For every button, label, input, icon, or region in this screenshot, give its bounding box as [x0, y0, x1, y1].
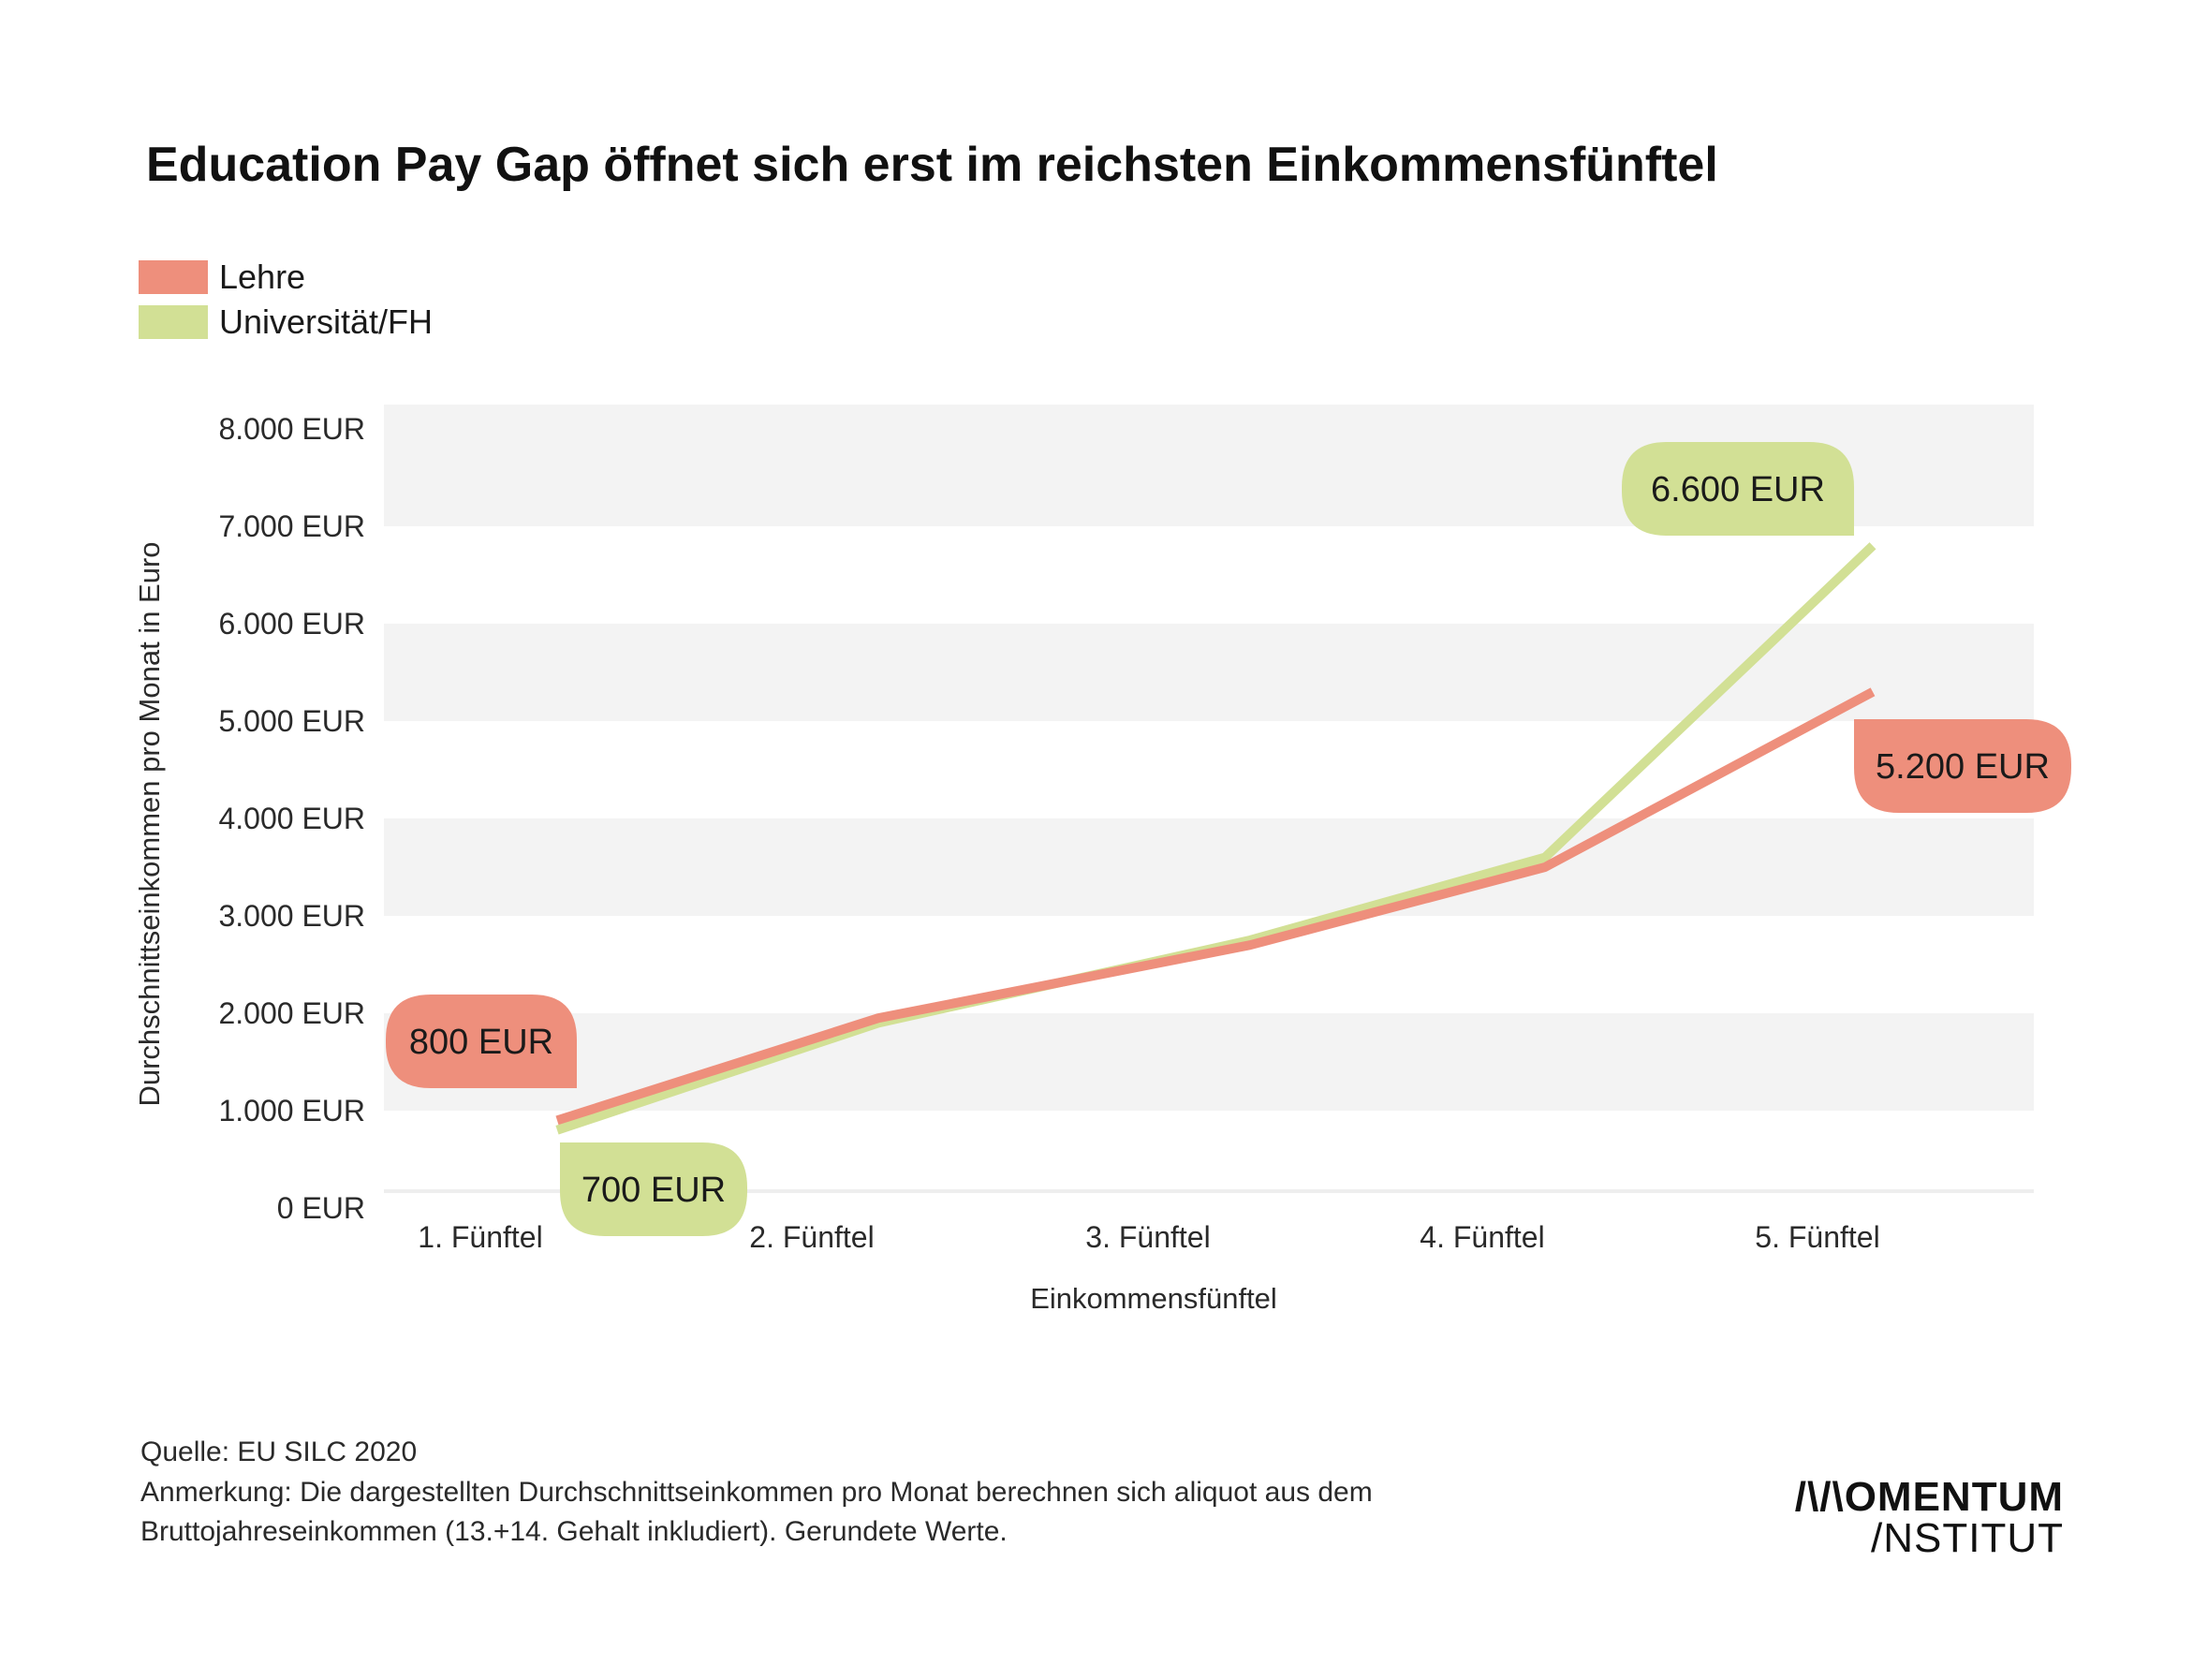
callout-label: 5.200 EUR	[1876, 747, 2050, 787]
y-tick-label: 2.000 EUR	[218, 996, 365, 1030]
y-tick-label: 6.000 EUR	[218, 607, 365, 641]
momentum-logo: /\/\OMENTUM /NSTITUT	[1795, 1474, 2064, 1561]
callouts: 800 EUR 700 EUR 6.600 EUR 5.200 EUR	[386, 442, 2071, 1236]
y-tick-label: 5.000 EUR	[218, 704, 365, 738]
callout-label: 6.600 EUR	[1651, 470, 1825, 509]
y-axis-ticks: 0 EUR 1.000 EUR 2.000 EUR 3.000 EUR 4.000 EU…	[218, 412, 365, 1225]
logo-line-1: /\/\OMENTUM	[1795, 1474, 2064, 1520]
y-tick-label: 4.000 EUR	[218, 802, 365, 835]
y-tick-label: 3.000 EUR	[218, 899, 365, 933]
y-tick-label: 7.000 EUR	[218, 509, 365, 543]
logo-line-2: /NSTITUT	[1871, 1515, 2064, 1561]
x-tick-label: 1. Fünftel	[418, 1220, 542, 1254]
callout-3: 6.600 EUR	[1622, 442, 1854, 536]
callout-bubble	[386, 995, 577, 1088]
chart-title: Education Pay Gap öffnet sich erst im re…	[146, 138, 1718, 192]
legend-label-2: Universität/FH	[219, 302, 433, 341]
legend-swatch-1	[139, 260, 208, 294]
y-axis-label: Durchschnittseinkommen pro Monat in Euro	[133, 541, 166, 1106]
y-tick-label: 1.000 EUR	[218, 1094, 365, 1127]
x-tick-label: 4. Fünftel	[1420, 1220, 1544, 1254]
grid-band	[384, 624, 2034, 721]
grid-band	[384, 818, 2034, 916]
y-tick-label: 8.000 EUR	[218, 412, 365, 446]
y-tick-label: 0 EUR	[277, 1191, 365, 1225]
legend-label-1: Lehre	[219, 258, 305, 296]
source-note: Quelle: EU SILC 2020	[140, 1437, 417, 1467]
footnote-line-1: Anmerkung: Die dargestellten Durchschnit…	[140, 1477, 1373, 1508]
callout-bubble	[1854, 719, 2071, 813]
logo-mark: /\/\	[1795, 1474, 1845, 1520]
callout-bubble	[560, 1142, 747, 1236]
x-axis-label: Einkommensfünftel	[1030, 1282, 1277, 1315]
footnote-line-2: Bruttojahreseinkommen (13.+14. Gehalt in…	[140, 1516, 1008, 1547]
callout-4: 5.200 EUR	[1854, 719, 2071, 813]
x-tick-label: 5. Fünftel	[1755, 1220, 1879, 1254]
x-tick-label: 3. Fünftel	[1085, 1220, 1210, 1254]
callout-bubble	[1622, 442, 1854, 536]
callout-label: 700 EUR	[581, 1171, 726, 1210]
series-lines	[555, 542, 1877, 1135]
logo-word: OMENTUM	[1845, 1474, 2064, 1520]
callout-2: 700 EUR	[560, 1142, 747, 1236]
x-tick-label: 2. Fünftel	[749, 1220, 874, 1254]
legend-swatch-2	[139, 305, 208, 339]
x-axis-ticks: 1. Fünftel 2. Fünftel 3. Fünftel 4. Fünftel…	[418, 1220, 1879, 1254]
callout-label: 800 EUR	[409, 1023, 553, 1062]
callout-1: 800 EUR	[386, 995, 577, 1088]
legend: Lehre Universität/FH	[139, 258, 433, 341]
